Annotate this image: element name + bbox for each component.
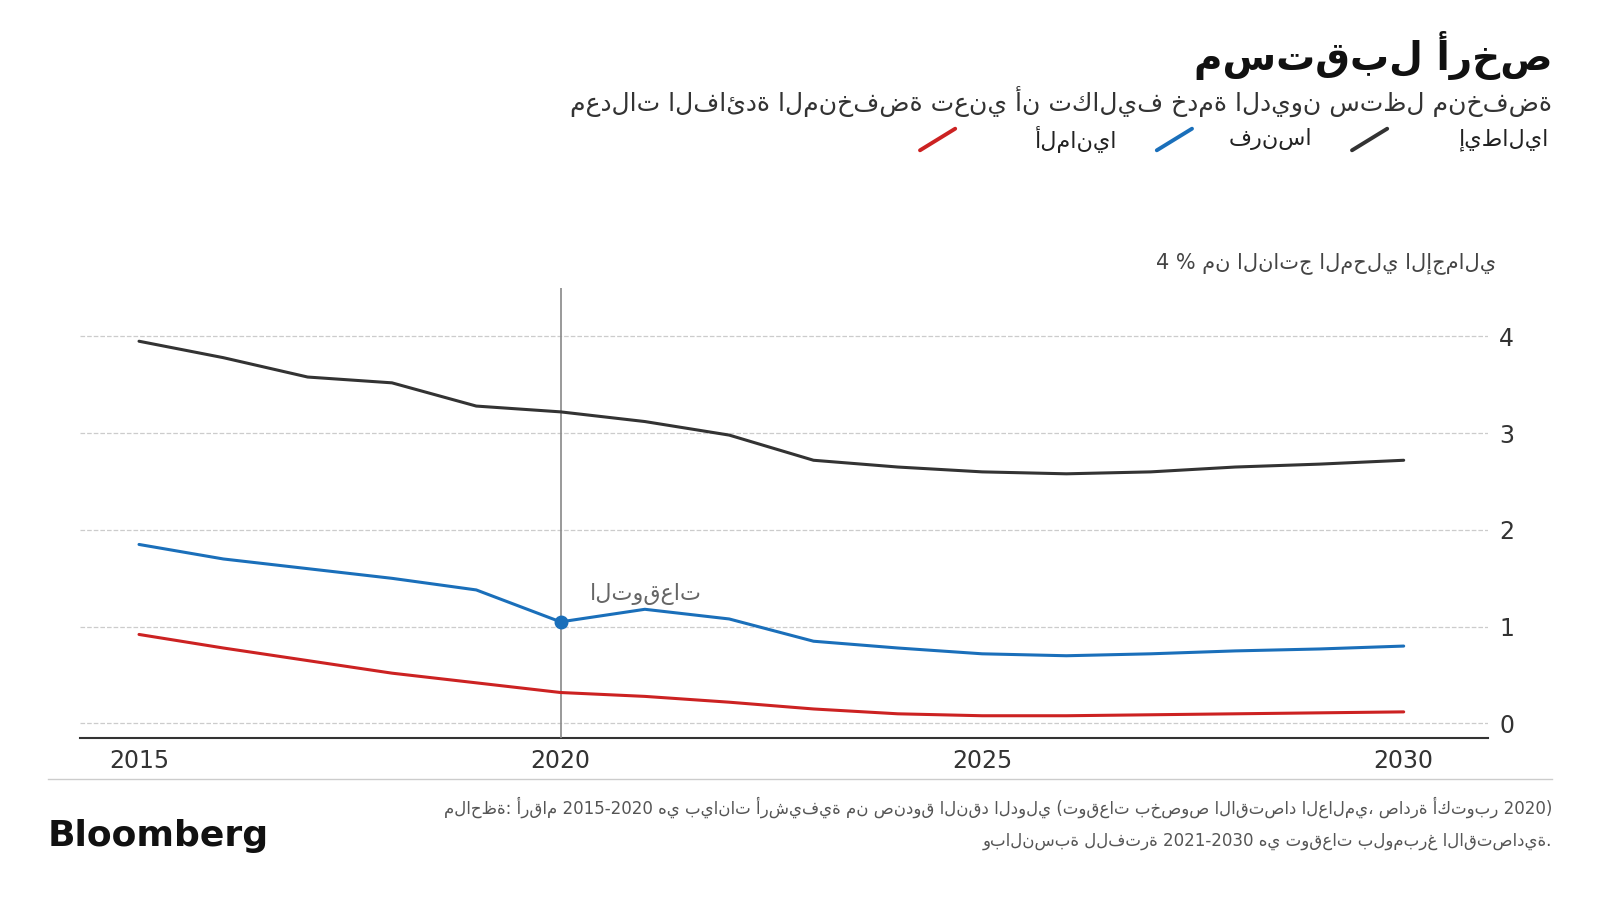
Text: Bloomberg: Bloomberg (48, 819, 269, 853)
Text: وبالنسبة للفترة 2021-2030 هي توقعات بلومبرغ الاقتصادية.: وبالنسبة للفترة 2021-2030 هي توقعات بلوم… (982, 832, 1552, 850)
Text: ملاحظة: أرقام 2015-2020 هي بيانات أرشيفية من صندوق النقد الدولي (توقعات بخصوص ال: ملاحظة: أرقام 2015-2020 هي بيانات أرشيفي… (443, 796, 1552, 818)
Text: فرنسا: فرنسا (1229, 129, 1312, 150)
Text: التوقعات: التوقعات (590, 583, 702, 606)
Text: إيطاليا: إيطاليا (1459, 128, 1549, 151)
Text: معدلات الفائدة المنخفضة تعني أن تكاليف خدمة الديون ستظل منخفضة: معدلات الفائدة المنخفضة تعني أن تكاليف خ… (570, 86, 1552, 117)
Text: 4 % من الناتج المحلي الإجمالي: 4 % من الناتج المحلي الإجمالي (1155, 253, 1496, 274)
Text: مستقبل أرخص: مستقبل أرخص (1194, 32, 1552, 80)
Text: ألمانيا: ألمانيا (1034, 126, 1117, 153)
